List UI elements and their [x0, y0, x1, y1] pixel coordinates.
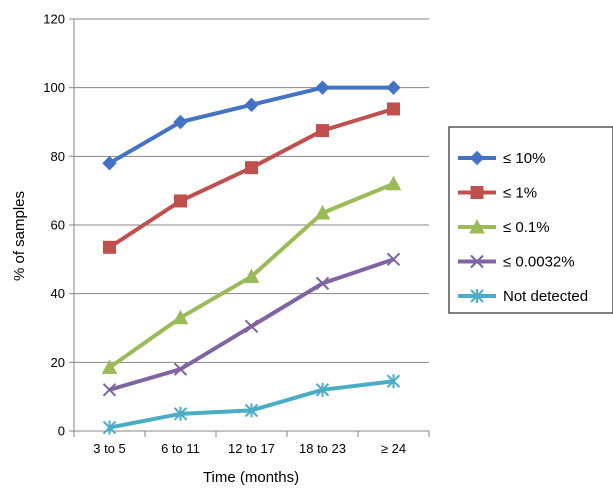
y-tick-label: 100 [43, 80, 65, 95]
data-point-marker [173, 114, 188, 130]
legend: ≤ 10% ≤ 1% ≤ 0.1% ≤ 0.0032% Not detected [448, 126, 613, 314]
y-tick-label: 80 [51, 149, 65, 164]
data-point-marker [315, 276, 330, 291]
data-point-marker [387, 102, 400, 116]
x-tick-label: ≥ 24 [381, 441, 406, 456]
data-point-marker [314, 204, 331, 220]
data-point-marker [103, 240, 116, 254]
legend-label: ≤ 1% [503, 185, 537, 202]
data-point-marker [315, 80, 330, 95]
data-point-marker [386, 374, 401, 389]
series-line [108, 107, 395, 249]
data-point-marker [174, 194, 187, 208]
legend-swatch-marker [470, 254, 484, 269]
y-tick-label: 120 [43, 12, 65, 27]
x-axis-ticks: 3 to 5 6 to 11 12 to 17 18 to 23 ≥ 24 [73, 431, 430, 456]
legend-item: Not detected [458, 288, 588, 305]
data-point-marker [102, 420, 117, 435]
x-tick-label: 6 to 11 [161, 441, 200, 456]
data-point-marker [173, 362, 188, 376]
y-tick-label: 0 [58, 424, 65, 439]
data-point-marker [385, 175, 402, 191]
x-tick-label: 3 to 5 [93, 441, 126, 456]
series-4 [102, 252, 401, 397]
y-axis-ticks: 0 20 40 60 80 100 120 [43, 12, 74, 439]
series-5 [102, 374, 401, 435]
gridlines [74, 18, 429, 363]
data-point-marker [244, 403, 259, 418]
legend-swatch-marker [470, 186, 484, 199]
data-point-marker [244, 319, 259, 333]
legend-label: ≤ 10% [503, 150, 545, 167]
series-2 [103, 102, 400, 254]
data-point-marker [102, 383, 117, 397]
legend-item: ≤ 0.0032% [458, 254, 575, 271]
series-layer [101, 80, 402, 435]
data-point-marker [173, 406, 188, 421]
series-3 [101, 175, 402, 374]
legend-label: ≤ 0.0032% [503, 254, 575, 271]
data-point-marker [245, 161, 258, 175]
legend-item: ≤ 1% [458, 185, 537, 202]
series-1 [102, 80, 401, 171]
legend-item: ≤ 0.1% [458, 218, 550, 236]
data-point-marker [243, 268, 260, 283]
data-point-marker [386, 80, 401, 95]
data-point-marker [244, 97, 259, 113]
data-point-marker [386, 252, 401, 267]
legend-swatch-marker [470, 289, 484, 303]
data-point-marker [316, 124, 329, 138]
data-point-marker [101, 359, 118, 374]
legend-swatch-marker [469, 218, 485, 234]
y-tick-label: 40 [51, 286, 65, 301]
data-point-marker [315, 382, 330, 397]
y-axis-title: % of samples [11, 191, 28, 281]
legend-swatch-marker [469, 150, 485, 166]
x-tick-label: 18 to 23 [299, 441, 346, 456]
data-point-marker [172, 309, 189, 325]
x-tick-label: 12 to 17 [228, 441, 275, 456]
legend-label: ≤ 0.1% [503, 219, 550, 236]
x-axis-title: Time (months) [203, 469, 299, 486]
legend-item: ≤ 10% [458, 150, 545, 167]
legend-label: Not detected [503, 288, 588, 305]
y-tick-label: 20 [51, 355, 65, 370]
y-tick-label: 60 [51, 218, 65, 233]
data-point-marker [102, 155, 117, 171]
